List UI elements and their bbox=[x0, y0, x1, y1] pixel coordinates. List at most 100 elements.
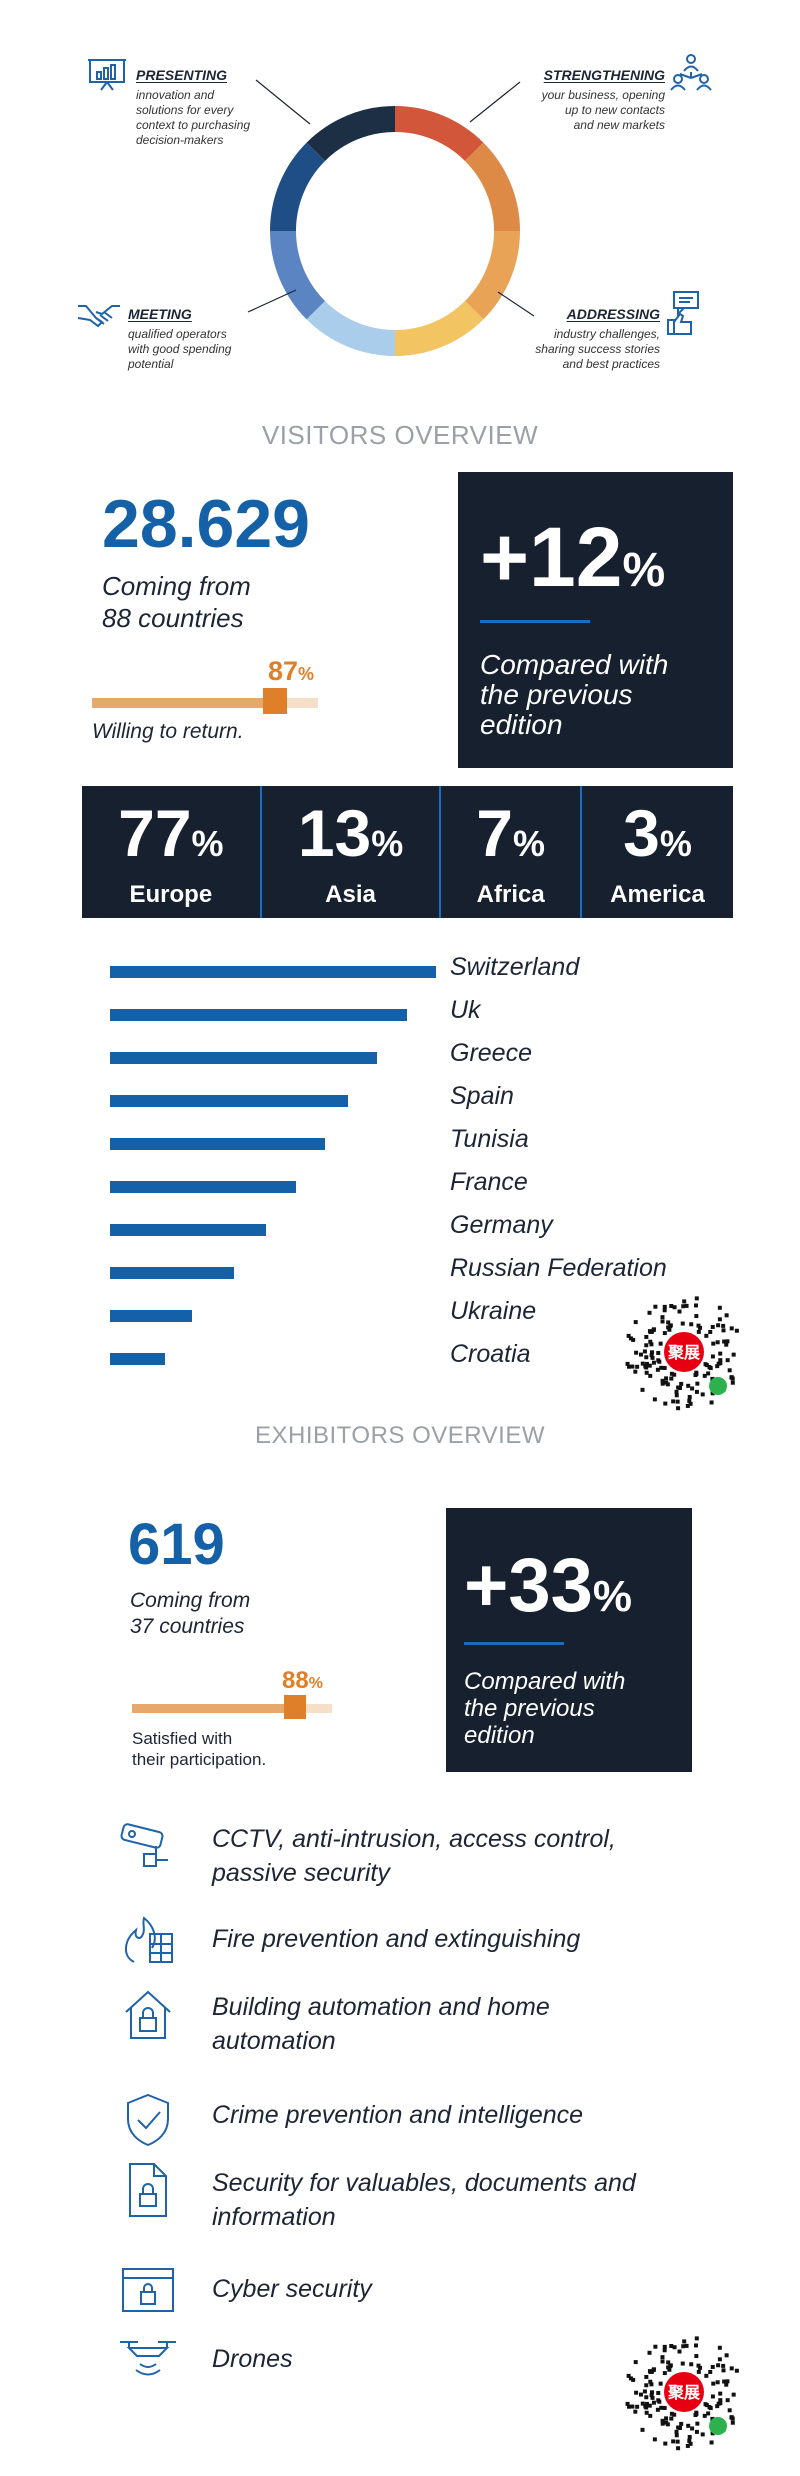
presenting-description: innovation and solutions for every context… bbox=[136, 88, 251, 147]
willing-to-return-bar-fill bbox=[92, 698, 269, 708]
svg-text:聚展: 聚展 bbox=[667, 1343, 701, 1362]
visitors-section-title: VISITORS OVERVIEW bbox=[261, 420, 539, 450]
category-cyber-security: Cyber security bbox=[212, 2275, 372, 2303]
region-america: 3% America bbox=[579, 786, 733, 918]
ring-segment bbox=[270, 230, 326, 320]
country-label: Switzerland bbox=[450, 953, 580, 981]
country-bar bbox=[110, 1138, 326, 1150]
country-bar bbox=[110, 1181, 296, 1193]
region-europe: 77% Europe bbox=[118, 796, 224, 908]
house-lock-icon bbox=[122, 1988, 174, 2042]
country-row: Ukraine bbox=[0, 1294, 800, 1337]
svg-text:聚展: 聚展 bbox=[667, 2383, 701, 2402]
shield-check-icon bbox=[122, 2092, 174, 2148]
satisfied-bar bbox=[132, 1704, 332, 1713]
country-row: Tunisia bbox=[0, 1122, 800, 1165]
exhibitors-growth-pct: +33% bbox=[464, 1543, 633, 1628]
country-bar-chart: Switzerland Uk Greece Spain Tunisia France Ger… bbox=[0, 950, 800, 1380]
country-bar bbox=[110, 1052, 378, 1064]
qr-code-mini-program: 聚展 bbox=[622, 1290, 746, 1414]
ring-segment bbox=[270, 142, 326, 232]
exhibitors-growth-box: +33% Compared with the previous edition bbox=[446, 1508, 692, 1772]
category-crime-prevention: Crime prevention and intelligence bbox=[212, 2101, 584, 2129]
country-bar bbox=[110, 1267, 234, 1279]
country-label: Uk bbox=[450, 996, 481, 1024]
presentation-board-icon bbox=[86, 56, 130, 92]
ring-segment bbox=[464, 230, 520, 320]
visitors-count: 28.629 bbox=[102, 486, 310, 562]
drone-icon bbox=[118, 2334, 178, 2382]
willing-to-return-pct: 87% bbox=[268, 656, 315, 686]
country-label: Russian Federation bbox=[450, 1254, 667, 1282]
country-label: Greece bbox=[450, 1039, 532, 1067]
ring-segment bbox=[464, 142, 520, 232]
country-label: Croatia bbox=[450, 1340, 531, 1368]
presenting-title: PRESENTING bbox=[136, 67, 228, 83]
country-bar bbox=[110, 1224, 267, 1236]
cctv-camera-icon bbox=[120, 1820, 176, 1872]
meeting-title: MEETING bbox=[128, 306, 192, 322]
handshake-icon bbox=[76, 300, 122, 330]
country-row: Switzerland bbox=[0, 950, 800, 993]
country-label: Tunisia bbox=[450, 1125, 529, 1153]
ring-segment bbox=[394, 106, 484, 162]
category-drones: Drones bbox=[212, 2345, 293, 2373]
meeting-description: qualified operators with good spending pot… bbox=[128, 327, 232, 371]
country-bar bbox=[110, 1095, 348, 1107]
category-building-automation: Building automation and home automation bbox=[212, 1993, 550, 2055]
addressing-description: industry challenges, sharing success stor… bbox=[535, 327, 660, 371]
ring-segment bbox=[306, 300, 396, 356]
country-label: Germany bbox=[450, 1211, 553, 1239]
speech-thumbs-up-icon bbox=[666, 290, 700, 336]
category-list: CCTV, anti-intrusion, access control, pas… bbox=[0, 1810, 800, 2450]
exhibitors-compared-text: Compared with the previous edition bbox=[464, 1668, 626, 1749]
country-row: Croatia bbox=[0, 1337, 800, 1380]
strengthening-title: STRENGTHENING bbox=[543, 67, 665, 83]
ring-chart bbox=[270, 106, 520, 356]
country-bar bbox=[110, 1009, 407, 1021]
visitors-growth-pct: +12% bbox=[480, 510, 666, 604]
strengthening-description: your business, opening up to new contacts… bbox=[541, 88, 665, 132]
addressing-title: ADDRESSING bbox=[566, 306, 660, 322]
top-ring-section: PRESENTING innovation and solutions for e… bbox=[0, 0, 800, 400]
network-people-icon bbox=[670, 52, 712, 92]
country-bar bbox=[110, 1310, 192, 1322]
category-cctv: CCTV, anti-intrusion, access control, pas… bbox=[212, 1825, 616, 1887]
ring-segment bbox=[394, 300, 484, 356]
country-row: Greece bbox=[0, 1036, 800, 1079]
exhibitors-growth-rule bbox=[464, 1642, 564, 1645]
country-bar bbox=[110, 1353, 166, 1365]
region-asia: 13% Asia bbox=[259, 786, 440, 918]
country-row: Spain bbox=[0, 1079, 800, 1122]
satisfied-bar-fill bbox=[132, 1704, 291, 1713]
country-bar bbox=[110, 966, 436, 978]
country-row: Uk bbox=[0, 993, 800, 1036]
satisfied-pct: 88% bbox=[282, 1667, 323, 1694]
country-row: France bbox=[0, 1165, 800, 1208]
category-fire: Fire prevention and extinguishing bbox=[212, 1925, 581, 1953]
connector-lines bbox=[247, 79, 535, 317]
satisfied-label: Satisfied with their participation. bbox=[132, 1729, 267, 1769]
region-africa: 7% Africa bbox=[439, 786, 580, 918]
country-label: Ukraine bbox=[450, 1297, 537, 1325]
category-valuables: Security for valuables, documents and inf… bbox=[212, 2169, 636, 2231]
ring-segment bbox=[306, 106, 396, 162]
visitors-compared-text: Compared with the previous edition bbox=[480, 649, 669, 740]
country-label: Spain bbox=[450, 1082, 514, 1110]
fire-icon bbox=[120, 1914, 176, 1966]
willing-to-return-bar bbox=[92, 698, 318, 708]
exhibitors-section-title: EXHIBITORS OVERVIEW bbox=[254, 1422, 545, 1449]
visitors-growth-rule bbox=[480, 620, 590, 623]
document-lock-icon bbox=[124, 2162, 172, 2218]
qr-code-mini-program-bottom: 聚展 bbox=[622, 2330, 746, 2454]
country-row: Russian Federation bbox=[0, 1251, 800, 1294]
willing-to-return-marker bbox=[262, 688, 287, 714]
exhibitors-count: 619 bbox=[128, 1512, 225, 1577]
regions-strip: 77% Europe 13% Asia 7% Africa 3% America bbox=[82, 786, 733, 918]
exhibitors-coming-from: Coming from 37 countries bbox=[130, 1589, 251, 1638]
country-row: Germany bbox=[0, 1208, 800, 1251]
country-label: France bbox=[450, 1168, 528, 1196]
satisfied-marker bbox=[284, 1695, 307, 1719]
visitors-growth-box: +12% Compared with the previous edition bbox=[458, 472, 733, 768]
visitors-coming-from: Coming from 88 countries bbox=[102, 571, 251, 633]
